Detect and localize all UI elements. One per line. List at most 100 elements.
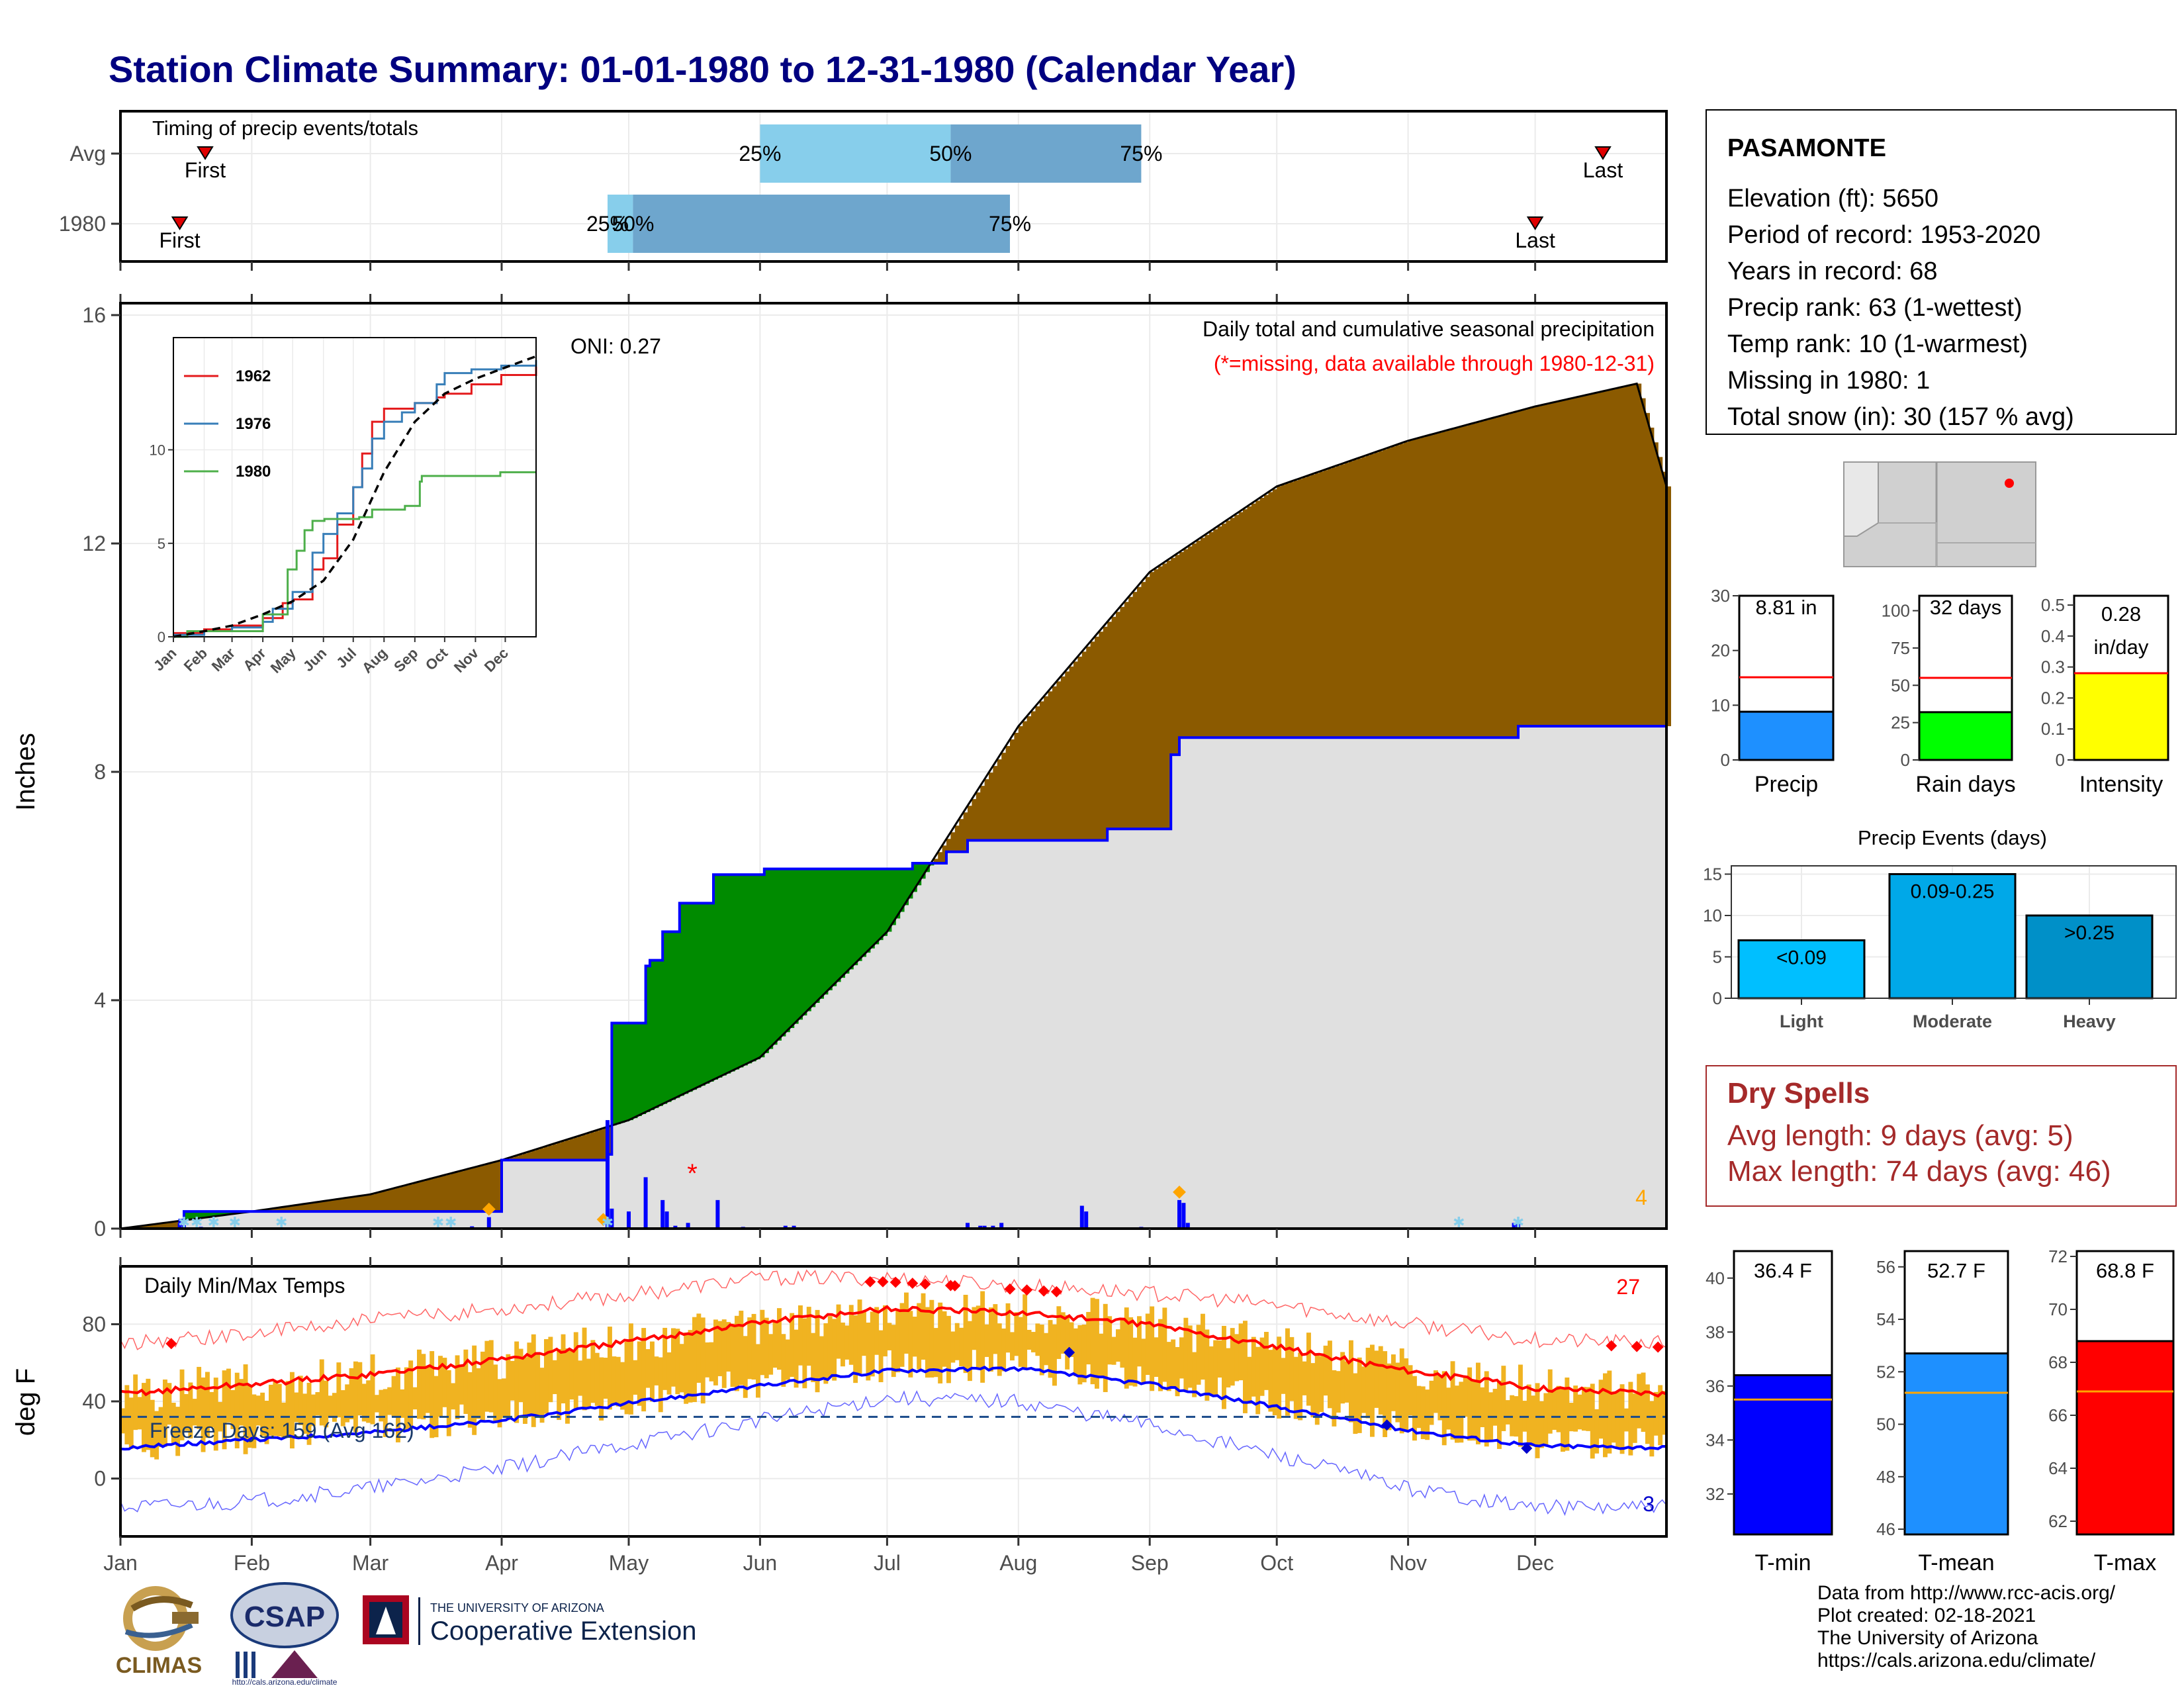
daily-temp-bar bbox=[954, 1323, 960, 1360]
record-min-line bbox=[120, 1390, 1667, 1517]
missing-data-marker: * bbox=[687, 1159, 698, 1188]
daily-temp-bar bbox=[921, 1293, 926, 1360]
daily-temp-bar bbox=[1298, 1352, 1303, 1421]
daily-temp-bar bbox=[269, 1384, 273, 1436]
daily-temp-bar bbox=[548, 1336, 553, 1403]
locator-map bbox=[1843, 461, 2036, 567]
record-high-marker bbox=[1631, 1340, 1643, 1352]
record-high-marker bbox=[864, 1276, 876, 1288]
daily-temp-bar bbox=[599, 1357, 604, 1421]
t-max-y-tick-label: 68 bbox=[2048, 1352, 2068, 1372]
station-info-frame bbox=[1706, 109, 2177, 435]
daily-temp-bar bbox=[1052, 1324, 1057, 1386]
daily-temp-bar bbox=[1268, 1350, 1273, 1412]
daily-temp-bar bbox=[1556, 1385, 1561, 1432]
daily-temp-bar bbox=[1026, 1329, 1032, 1350]
credit-plot-created: Plot created: 02-18-2021 bbox=[1817, 1605, 2036, 1626]
daily-temp-bar bbox=[1370, 1344, 1375, 1437]
daily-temp-bar bbox=[777, 1308, 782, 1370]
daily-temp-bar bbox=[527, 1342, 532, 1417]
record-high-marker bbox=[1038, 1285, 1050, 1297]
daily-temp-bar bbox=[396, 1367, 400, 1442]
month-label: Oct bbox=[1260, 1551, 1293, 1575]
daily-precip-bar bbox=[792, 1225, 796, 1229]
daily-temp-bar bbox=[328, 1395, 333, 1417]
daily-temp-bar bbox=[1607, 1370, 1612, 1454]
daily-temp-bar bbox=[1378, 1346, 1383, 1415]
daily-temp-bar bbox=[1437, 1375, 1443, 1421]
month-label: Jun bbox=[743, 1551, 778, 1575]
station-info-line: Temp rank: 10 (1-warmest) bbox=[1727, 330, 2028, 358]
record-high-marker bbox=[1050, 1286, 1062, 1297]
daily-temp-bar bbox=[1310, 1363, 1316, 1418]
daily-precip-bar bbox=[1512, 1223, 1516, 1229]
daily-temp-bar bbox=[255, 1395, 261, 1426]
daily-temp-bar bbox=[1120, 1319, 1125, 1368]
precip-y-tick-label: 0 bbox=[94, 1217, 106, 1241]
ua-logo: THE UNIVERSITY OF ARIZONA Cooperative Ex… bbox=[363, 1595, 696, 1646]
precip-axis-label: Precip bbox=[1754, 772, 1818, 797]
daily-temp-bar bbox=[1420, 1386, 1426, 1439]
daily-temp-bar bbox=[1039, 1324, 1044, 1376]
daily-temp-bar bbox=[1561, 1389, 1565, 1452]
daily-temp-bar bbox=[730, 1323, 735, 1387]
daily-precip-bar bbox=[182, 1225, 186, 1229]
daily-temp-bar bbox=[1081, 1324, 1087, 1383]
precip-frame bbox=[119, 302, 1668, 1230]
rain-days-y-tick-label: 50 bbox=[1891, 675, 1910, 695]
daily-temp-bar bbox=[1073, 1328, 1078, 1377]
daily-temp-bar bbox=[1349, 1340, 1353, 1423]
daily-temp-bar bbox=[1243, 1321, 1248, 1413]
credit-data-source: Data from http://www.rcc-acis.org/ bbox=[1817, 1582, 2116, 1604]
month-label: Nov bbox=[1389, 1551, 1427, 1575]
inset-month-label: May bbox=[267, 644, 299, 676]
daily-temp-bar bbox=[917, 1303, 922, 1370]
daily-temp-bar bbox=[442, 1358, 447, 1407]
daily-temp-bar bbox=[569, 1350, 574, 1400]
daily-temp-bar bbox=[684, 1332, 689, 1404]
daily-temp-bar bbox=[1395, 1362, 1400, 1423]
timing-frame bbox=[119, 110, 1668, 263]
daily-temp-bar bbox=[1535, 1383, 1540, 1458]
daily-temp-bar bbox=[459, 1364, 464, 1405]
daily-temp-bar bbox=[1293, 1356, 1298, 1419]
daily-temp-bar bbox=[700, 1317, 705, 1404]
daily-temp-bar bbox=[315, 1391, 320, 1416]
daily-temp-bar bbox=[717, 1321, 723, 1376]
daily-temp-bar bbox=[696, 1313, 702, 1383]
daily-precip-bar bbox=[660, 1199, 665, 1229]
precip-value-label: 8.81 in bbox=[1755, 596, 1817, 619]
t-max-value-label: 68.8 F bbox=[2096, 1259, 2154, 1282]
inset-series-1976 bbox=[173, 359, 537, 636]
timing-avg-bar-upper bbox=[950, 124, 1142, 183]
daily-temp-bar bbox=[336, 1362, 341, 1418]
daily-temp-bar bbox=[1658, 1385, 1663, 1446]
inset-month-label: Sep bbox=[390, 645, 421, 675]
events-category-label-heavy: Heavy bbox=[2063, 1011, 2116, 1031]
daily-temp-bar bbox=[476, 1368, 481, 1419]
record-low-count: 3 bbox=[1643, 1492, 1655, 1516]
precip-events-panel: Precip Events (days) 0 5 10 15 <0.09 Light 0.0… bbox=[1703, 826, 2177, 1031]
daily-temp-bar bbox=[1289, 1336, 1295, 1401]
t-mean-y-tick-label: 56 bbox=[1876, 1257, 1895, 1277]
daily-temp-bar bbox=[836, 1304, 841, 1359]
daily-temp-bar bbox=[188, 1382, 193, 1438]
daily-temp-bar bbox=[1501, 1366, 1506, 1431]
events-category-label-moderate: Moderate bbox=[1913, 1011, 1992, 1031]
intensity-y-tick-label: 0.5 bbox=[2041, 595, 2065, 615]
timing-year-q50-label: 50% bbox=[612, 212, 654, 236]
daily-temp-bar bbox=[1573, 1385, 1578, 1432]
precip-title: Daily total and cumulative seasonal prec… bbox=[1203, 317, 1655, 341]
daily-temp-bar bbox=[523, 1357, 527, 1424]
intensity-y-tick-label: 0.2 bbox=[2041, 688, 2065, 708]
daily-temp-bar bbox=[743, 1336, 748, 1398]
daily-temp-bar bbox=[552, 1360, 557, 1395]
inset-month-label: Oct bbox=[422, 644, 451, 673]
events-y-tick-label: 15 bbox=[1703, 865, 1722, 884]
daily-temp-bar bbox=[1150, 1306, 1155, 1391]
daily-temp-bar bbox=[883, 1305, 887, 1357]
daily-temp-bar bbox=[1476, 1362, 1480, 1444]
daily-temp-bar bbox=[612, 1356, 617, 1404]
daily-temp-bar bbox=[1175, 1346, 1180, 1397]
daily-temp-bar bbox=[197, 1366, 202, 1429]
